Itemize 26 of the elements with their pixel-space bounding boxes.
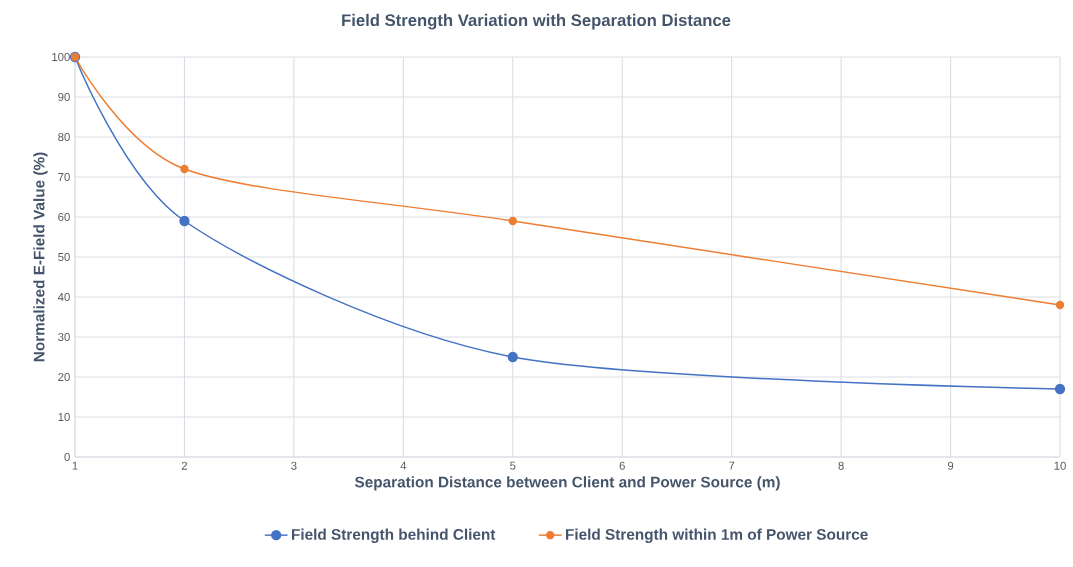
x-tick-label: 8: [838, 461, 844, 470]
x-tick-label: 2: [181, 461, 188, 470]
y-tick-label: 80: [58, 132, 70, 141]
y-tick-label: 0: [64, 453, 70, 462]
y-tick-label: 30: [58, 333, 70, 341]
y-tick-label: 90: [58, 92, 70, 101]
chart-title: Field Strength Variation with Separation Distance: [342, 13, 731, 30]
y-tick-label: 20: [58, 373, 70, 382]
x-tick-label: 4: [400, 461, 407, 470]
x-tick-label: 7: [729, 461, 735, 470]
y-tick-label: 10: [58, 413, 70, 422]
x-tick-label: 6: [619, 461, 625, 470]
y-tick-label: 100: [52, 52, 70, 61]
y-tick-label: 70: [58, 172, 70, 181]
x-tick-label: 1: [72, 461, 78, 470]
x-axis-title: Separation Distance between Client and Power Source (m): [354, 476, 780, 491]
legend-label: Field Strength within 1m of Power Source: [566, 528, 868, 543]
legend-label: Field Strength behind Client: [292, 528, 496, 543]
y-tick-label: 40: [57, 293, 70, 301]
y-tick-label: 50: [58, 252, 70, 261]
x-tick-label: 9: [947, 461, 954, 470]
x-tick-label: 5: [510, 461, 516, 470]
y-tick-label: 60: [58, 212, 70, 221]
x-tick-label: 10: [1054, 461, 1066, 470]
y-axis-title: Normalized E-Field Value (%): [33, 152, 48, 362]
x-tick-label: 3: [291, 461, 297, 470]
